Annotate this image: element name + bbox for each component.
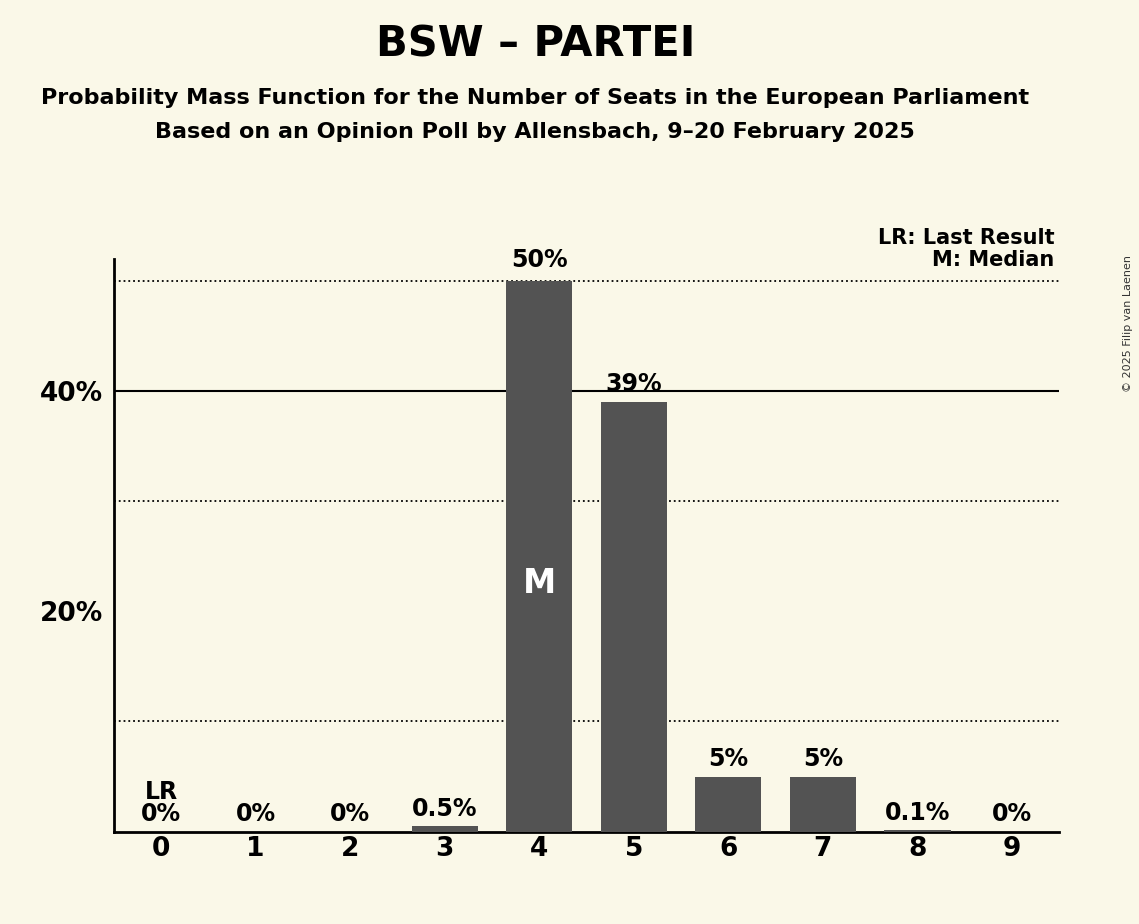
Text: 0.5%: 0.5% bbox=[412, 796, 477, 821]
Text: Based on an Opinion Poll by Allensbach, 9–20 February 2025: Based on an Opinion Poll by Allensbach, … bbox=[155, 122, 916, 142]
Text: 0%: 0% bbox=[992, 802, 1032, 826]
Bar bbox=[411, 826, 478, 832]
Text: 0%: 0% bbox=[330, 802, 370, 826]
Text: LR: LR bbox=[145, 780, 178, 804]
Text: © 2025 Filip van Laenen: © 2025 Filip van Laenen bbox=[1123, 255, 1133, 392]
Text: BSW – PARTEI: BSW – PARTEI bbox=[376, 23, 695, 65]
Bar bbox=[695, 776, 762, 832]
Bar bbox=[884, 831, 951, 832]
Text: 0%: 0% bbox=[141, 802, 181, 826]
Bar bbox=[506, 281, 573, 832]
Text: 0%: 0% bbox=[236, 802, 276, 826]
Text: 0.1%: 0.1% bbox=[885, 801, 950, 825]
Bar bbox=[789, 776, 857, 832]
Text: LR: Last Result: LR: Last Result bbox=[878, 227, 1055, 248]
Text: 39%: 39% bbox=[606, 372, 662, 396]
Text: M: M bbox=[523, 567, 556, 601]
Text: 5%: 5% bbox=[708, 747, 748, 771]
Text: 5%: 5% bbox=[803, 747, 843, 771]
Text: M: Median: M: Median bbox=[933, 249, 1055, 270]
Text: Probability Mass Function for the Number of Seats in the European Parliament: Probability Mass Function for the Number… bbox=[41, 88, 1030, 108]
Text: 50%: 50% bbox=[511, 248, 567, 272]
Bar bbox=[600, 402, 667, 832]
